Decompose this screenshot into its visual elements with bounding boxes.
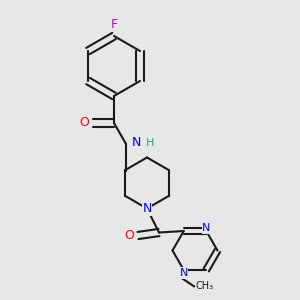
- Text: F: F: [110, 17, 118, 31]
- Text: O: O: [124, 229, 134, 242]
- Text: CH₃: CH₃: [196, 281, 214, 292]
- Text: N: N: [180, 268, 188, 278]
- Text: N: N: [142, 202, 152, 215]
- Text: N: N: [202, 223, 210, 233]
- Text: N: N: [132, 136, 141, 149]
- Text: H: H: [146, 137, 154, 148]
- Text: O: O: [79, 116, 89, 130]
